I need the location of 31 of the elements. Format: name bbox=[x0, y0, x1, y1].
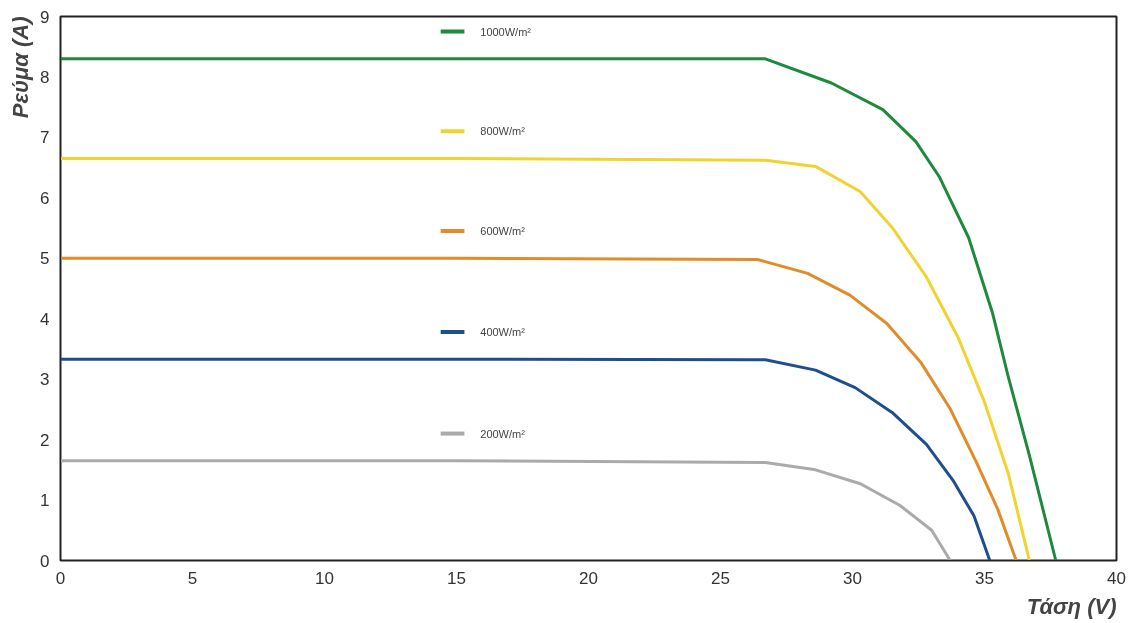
legend-label: 800W/m² bbox=[480, 125, 526, 138]
line-series bbox=[60, 157, 1031, 561]
legend-label: 400W/m² bbox=[480, 326, 526, 339]
x-axis-title: Τάση (V) bbox=[1026, 593, 1117, 619]
y-axis-title: Ρεύμα (A) bbox=[7, 16, 33, 119]
x-tick-label: 5 bbox=[187, 568, 198, 588]
legend-label: 200W/m² bbox=[480, 427, 526, 440]
x-tick-label: 0 bbox=[55, 568, 66, 588]
y-tick-label: 8 bbox=[40, 67, 50, 87]
x-tick-label: 35 bbox=[975, 568, 994, 588]
y-tick-label: 0 bbox=[40, 551, 50, 571]
y-tick-label: 5 bbox=[40, 249, 50, 269]
y-tick-label: 2 bbox=[40, 430, 50, 450]
legend-label: 1000W/m² bbox=[480, 25, 532, 38]
x-tick-label: 40 bbox=[1107, 568, 1126, 588]
y-tick-label: 1 bbox=[40, 491, 50, 511]
line-series bbox=[60, 357, 992, 561]
x-tick-label: 20 bbox=[579, 568, 598, 588]
line-series bbox=[60, 57, 1058, 561]
y-tick-label: 9 bbox=[40, 7, 50, 27]
line-series bbox=[60, 459, 952, 561]
line-series bbox=[60, 256, 1018, 561]
x-tick-label: 30 bbox=[843, 568, 862, 588]
y-tick-label: 3 bbox=[40, 370, 50, 390]
x-tick-label: 10 bbox=[315, 568, 334, 588]
x-tick-label: 15 bbox=[447, 568, 466, 588]
x-tick-label: 25 bbox=[711, 568, 730, 588]
legend-label: 600W/m² bbox=[480, 225, 526, 238]
y-tick-label: 4 bbox=[40, 309, 50, 329]
y-tick-label: 7 bbox=[40, 128, 50, 148]
y-tick-label: 6 bbox=[40, 188, 50, 208]
